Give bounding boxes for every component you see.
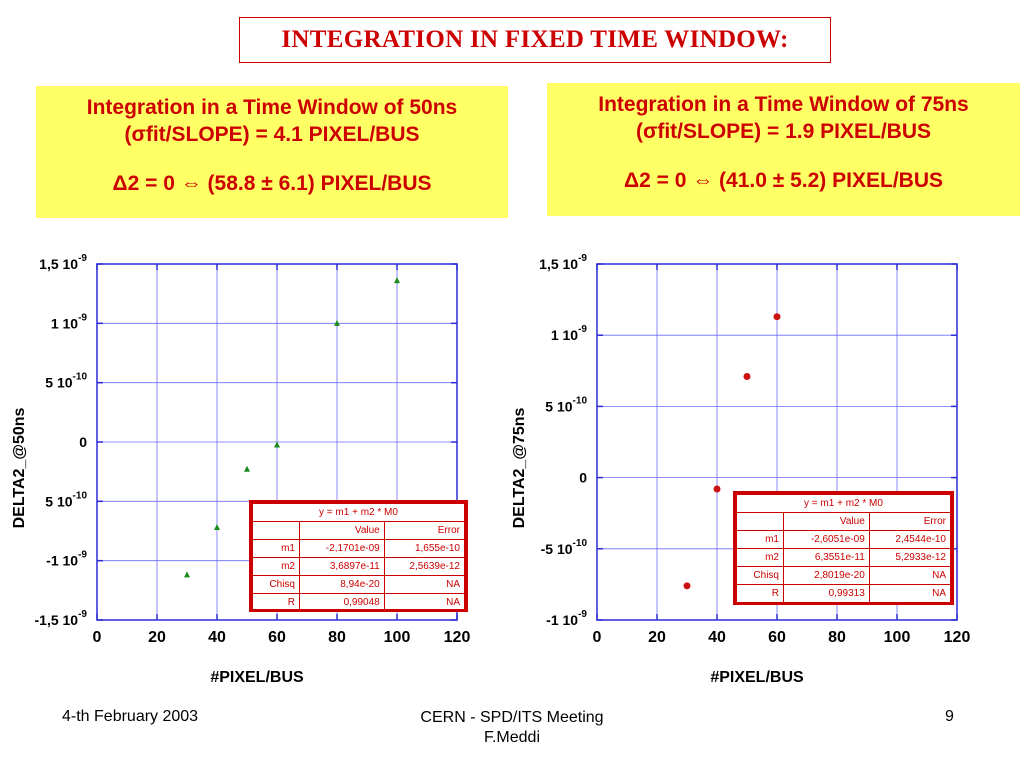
left-info-line3: Δ2 = 0 ⇔ (58.8 ± 6.1) PIXEL/BUS — [112, 172, 432, 195]
left-info-line2: (σfit/SLOPE) = 4.1 PIXEL/BUS — [124, 123, 420, 146]
fit-row-value: 3,6897e-11 — [299, 557, 385, 576]
left-info-line1: Integration in a Time Window of 50ns — [86, 96, 458, 119]
x-tick-label: 100 — [384, 629, 411, 646]
x-axis-label: #PIXEL/BUS — [710, 669, 804, 686]
fit-row-error: 2,5639e-12 — [383, 557, 466, 576]
fit-row-name: R — [736, 584, 784, 603]
fit-col-value: Value — [299, 521, 385, 540]
data-point — [274, 441, 280, 448]
fit-row-value: -2,1701e-09 — [299, 539, 385, 558]
right-info-line3: Δ2 = 0 ⇔ (41.0 ± 5.2) PIXEL/BUS — [624, 169, 943, 192]
fit-row-name: m2 — [736, 548, 784, 567]
y-tick-label: 5 10-10 — [45, 490, 87, 509]
left-info-box: Integration in a Time Window of 50ns (σf… — [36, 86, 508, 218]
data-point — [214, 523, 220, 530]
y-tick-label: -5 10-10 — [541, 538, 588, 557]
y-tick-label: 0 — [79, 434, 87, 450]
page-number: 9 — [945, 708, 954, 725]
fit-row-value: 2,8019e-20 — [783, 566, 870, 585]
x-tick-label: 80 — [828, 629, 846, 646]
fit-table-50ns: y = m1 + m2 * M0 Value Error m1 -2,1701e… — [249, 500, 468, 612]
fit-row-error: NA — [868, 584, 952, 603]
fit-row-value: 6,3551e-11 — [783, 548, 870, 567]
x-tick-label: 40 — [208, 629, 226, 646]
x-tick-label: 100 — [884, 629, 911, 646]
right-info-box: Integration in a Time Window of 75ns (σf… — [547, 83, 1020, 216]
x-tick-label: 60 — [768, 629, 786, 646]
x-tick-label: 120 — [444, 629, 471, 646]
fit-row-name: m1 — [736, 530, 784, 549]
fit-formula: y = m1 + m2 * M0 — [252, 503, 465, 522]
data-point — [334, 319, 340, 326]
fit-col-value: Value — [783, 512, 870, 531]
fit-row-value: 0,99048 — [299, 593, 385, 612]
data-point — [713, 485, 721, 493]
fit-row-error: NA — [383, 593, 466, 612]
right-info-line2: (σfit/SLOPE) = 1.9 PIXEL/BUS — [635, 120, 931, 143]
fit-row-value: 8,94e-20 — [299, 575, 385, 594]
data-point — [184, 571, 190, 578]
data-point — [394, 277, 400, 284]
fit-row-name: m1 — [252, 539, 300, 558]
fit-col-error: Error — [383, 521, 466, 540]
y-tick-label: 1,5 10-9 — [539, 253, 587, 272]
data-point — [683, 582, 691, 590]
fit-row-value: 0,99313 — [783, 584, 870, 603]
y-tick-label: -1 10-9 — [546, 609, 587, 628]
y-tick-label: 1,5 10-9 — [39, 253, 87, 272]
data-point — [773, 313, 781, 321]
fit-row-error: 1,655e-10 — [383, 539, 466, 558]
y-tick-label: -1,5 10-9 — [35, 609, 88, 628]
data-point — [244, 465, 250, 472]
fit-row-error: NA — [383, 575, 466, 594]
fit-row-error: 2,4544e-10 — [868, 530, 952, 549]
x-tick-label: 80 — [328, 629, 346, 646]
footer-date: 4-th February 2003 — [62, 708, 199, 725]
x-tick-label: 0 — [593, 629, 602, 646]
y-tick-label: 5 10-10 — [45, 372, 87, 391]
fit-row-name: Chisq — [252, 575, 300, 594]
fit-row-error: 5,2933e-12 — [868, 548, 952, 567]
scatter-chart-50ns: 0 20 40 60 80 100 120 1,5 10-9 1 10-9 5 10-10 0 5 1… — [11, 253, 471, 686]
x-tick-label: 20 — [648, 629, 666, 646]
x-tick-label: 40 — [708, 629, 726, 646]
fit-row-value: -2,6051e-09 — [783, 530, 870, 549]
x-tick-label: 0 — [93, 629, 102, 646]
y-tick-label: 1 10-9 — [551, 324, 588, 343]
fit-formula: y = m1 + m2 * M0 — [736, 494, 951, 513]
fit-row-name: R — [252, 593, 300, 612]
scatter-chart-75ns: 0 20 40 60 80 100 120 1,5 10-9 1 10-9 5 10-10 0 -5 … — [511, 253, 971, 686]
fit-row-name: m2 — [252, 557, 300, 576]
footer-center-line1: CERN - SPD/ITS Meeting — [420, 709, 604, 726]
x-tick-label: 120 — [944, 629, 971, 646]
y-tick-label: 5 10-10 — [545, 395, 587, 414]
x-tick-label: 60 — [268, 629, 286, 646]
y-tick-label: 0 — [579, 470, 587, 486]
fit-row-error: NA — [868, 566, 952, 585]
footer-center: CERN - SPD/ITS Meeting F.Meddi — [362, 708, 662, 748]
y-tick-label: -1 10-9 — [46, 550, 87, 569]
fit-table-75ns: y = m1 + m2 * M0 Value Error m1 -2,6051e… — [733, 491, 954, 605]
y-axis-label: DELTA2_@75ns — [511, 407, 528, 528]
fit-col-error: Error — [868, 512, 952, 531]
x-axis-label: #PIXEL/BUS — [210, 669, 304, 686]
right-info-line1: Integration in a Time Window of 75ns — [598, 93, 969, 116]
footer-center-line2: F.Meddi — [483, 729, 541, 746]
slide-title-box: INTEGRATION IN FIXED TIME WINDOW: — [239, 17, 831, 63]
y-axis-label: DELTA2_@50ns — [11, 407, 28, 528]
y-tick-label: 1 10-9 — [51, 312, 88, 331]
slide-title: INTEGRATION IN FIXED TIME WINDOW: — [281, 26, 789, 53]
fit-row-name: Chisq — [736, 566, 784, 585]
x-tick-label: 20 — [148, 629, 166, 646]
data-point — [743, 372, 751, 380]
